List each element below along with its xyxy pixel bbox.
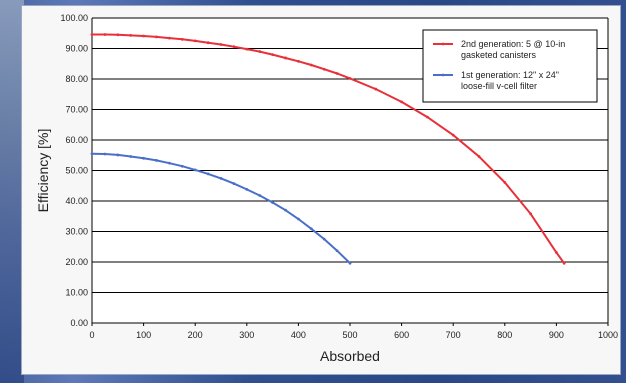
data-point [335, 249, 339, 253]
legend-label-2: 1st generation: 12" x 24" [461, 70, 559, 80]
data-point [155, 159, 158, 162]
legend-marker [441, 42, 445, 46]
data-point [322, 67, 326, 71]
data-point [245, 47, 249, 51]
y-tick-label: 30.00 [65, 227, 88, 237]
data-point [116, 33, 120, 37]
data-point [426, 115, 429, 119]
data-point [103, 152, 107, 156]
x-tick-label: 200 [188, 330, 203, 340]
y-tick-label: 70.00 [65, 105, 88, 115]
series-group [90, 33, 566, 265]
x-tick-label: 500 [342, 330, 357, 340]
x-tick-label: 700 [446, 330, 461, 340]
data-point [206, 41, 210, 45]
y-tick-label: 20.00 [65, 257, 88, 267]
y-tick-label: 40.00 [65, 196, 88, 206]
axes [91, 18, 609, 326]
data-point [168, 36, 171, 40]
left-decorative-strip [0, 0, 24, 383]
legend-marker [441, 73, 445, 77]
data-point [348, 76, 352, 80]
x-tick-label: 400 [291, 330, 306, 340]
data-point [206, 172, 210, 176]
data-point [297, 217, 300, 221]
data-point [232, 182, 236, 186]
data-point [322, 237, 326, 241]
data-point [284, 56, 287, 60]
data-point [129, 33, 133, 37]
data-point [284, 208, 287, 212]
x-axis-title: Absorbed [320, 348, 380, 364]
y-tick-label: 100.00 [60, 13, 88, 23]
data-point [193, 168, 197, 172]
data-point [168, 161, 171, 165]
legend-box [422, 29, 598, 103]
data-point [309, 63, 313, 67]
x-tick-label: 1000 [598, 330, 618, 340]
data-point [271, 201, 274, 204]
legend-label-1: 2nd generation: 5 @ 10-in [461, 39, 565, 49]
x-tick-label: 100 [136, 330, 151, 340]
x-tick-label: 0 [89, 330, 94, 340]
data-point [103, 33, 107, 36]
y-tick-label: 10.00 [65, 288, 88, 298]
data-point [142, 156, 146, 160]
data-point [219, 43, 223, 46]
data-point [477, 155, 481, 158]
x-tick-label: 900 [549, 330, 564, 340]
series-line-1 [92, 33, 565, 264]
data-point [155, 35, 158, 39]
data-point [503, 180, 507, 184]
x-tick-label: 600 [394, 330, 409, 340]
y-axis-title: Efficiency [%] [35, 129, 51, 213]
x-tick-label: 800 [497, 330, 512, 340]
data-point [193, 39, 197, 43]
data-point [335, 72, 339, 75]
data-point [90, 152, 94, 156]
data-point [180, 164, 184, 168]
data-point [309, 227, 313, 231]
y-tick-label: 60.00 [65, 135, 88, 145]
x-tick-label: 300 [239, 330, 254, 340]
data-point [245, 188, 249, 191]
data-point [142, 34, 146, 38]
data-point [348, 261, 352, 265]
y-tick-label: 80.00 [65, 74, 88, 84]
data-point [400, 100, 403, 104]
data-point [90, 33, 94, 36]
data-point [529, 212, 532, 216]
data-point [129, 155, 133, 158]
data-point [219, 177, 223, 180]
data-point [297, 59, 300, 63]
data-point [258, 50, 262, 53]
y-tick-label: 90.00 [65, 44, 88, 54]
data-point [180, 37, 184, 41]
y-tick-label: 0.00 [70, 318, 88, 328]
data-point [562, 261, 566, 265]
data-point [232, 45, 236, 49]
y-tick-label: 50.00 [65, 166, 88, 176]
legend-label-2-line2: loose-fill v-cell filter [461, 81, 537, 91]
data-point [555, 251, 558, 254]
legend-label-1-line2: gasketed canisters [461, 50, 537, 60]
data-point [116, 153, 120, 157]
data-point [451, 133, 455, 137]
data-point [258, 194, 262, 197]
data-point [271, 53, 274, 56]
data-point [374, 87, 378, 91]
tick-labels: 0.00 10.00 20.00 30.00 40.00 50.00 60.00 70.00 8… [60, 13, 618, 340]
